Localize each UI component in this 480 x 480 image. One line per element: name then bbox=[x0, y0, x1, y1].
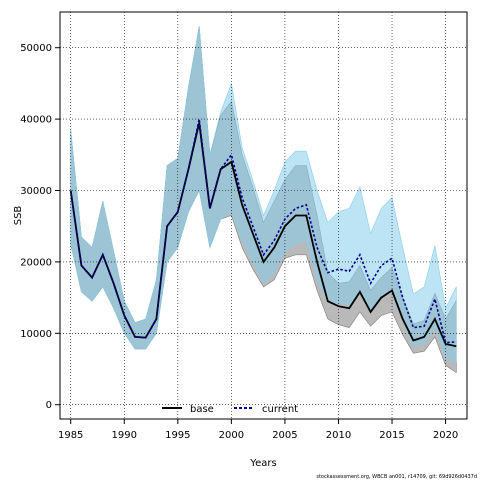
x-axis-label: Years bbox=[249, 458, 276, 469]
x-tick-label: 2005 bbox=[272, 430, 297, 441]
legend-label-current: current bbox=[262, 404, 298, 415]
y-tick-label: 10000 bbox=[20, 329, 52, 340]
x-axis: 1985 1990 1995 2000 2005 2010 2015 2020 bbox=[58, 419, 458, 441]
x-tick-label: 1985 bbox=[58, 430, 83, 441]
footer-note: stockassessment.org, WBCB an001, r14709,… bbox=[316, 474, 477, 480]
y-tick-label: 50000 bbox=[20, 43, 52, 54]
x-tick-label: 2015 bbox=[379, 430, 404, 441]
grid-lines bbox=[60, 12, 467, 419]
confidence-bands bbox=[70, 26, 457, 374]
y-tick-label: 0 bbox=[46, 400, 52, 411]
y-tick-label: 30000 bbox=[20, 186, 52, 197]
y-axis-label: SSB bbox=[13, 206, 24, 226]
legend: base current bbox=[162, 404, 298, 415]
y-tick-label: 40000 bbox=[20, 115, 52, 126]
line-base bbox=[69, 122, 457, 348]
x-tick-label: 2020 bbox=[433, 430, 458, 441]
series-lines bbox=[69, 118, 457, 348]
x-tick-label: 1990 bbox=[112, 430, 137, 441]
band-current bbox=[70, 26, 457, 363]
plot-frame bbox=[59, 11, 468, 420]
line-current bbox=[69, 118, 457, 344]
x-tick-label: 2010 bbox=[326, 430, 351, 441]
x-tick-label: 2000 bbox=[219, 430, 244, 441]
y-tick-label: 20000 bbox=[20, 257, 52, 268]
y-axis: 0 10000 20000 30000 40000 50000 bbox=[20, 43, 60, 411]
x-tick-label: 1995 bbox=[165, 430, 190, 441]
legend-label-base: base bbox=[190, 404, 214, 415]
